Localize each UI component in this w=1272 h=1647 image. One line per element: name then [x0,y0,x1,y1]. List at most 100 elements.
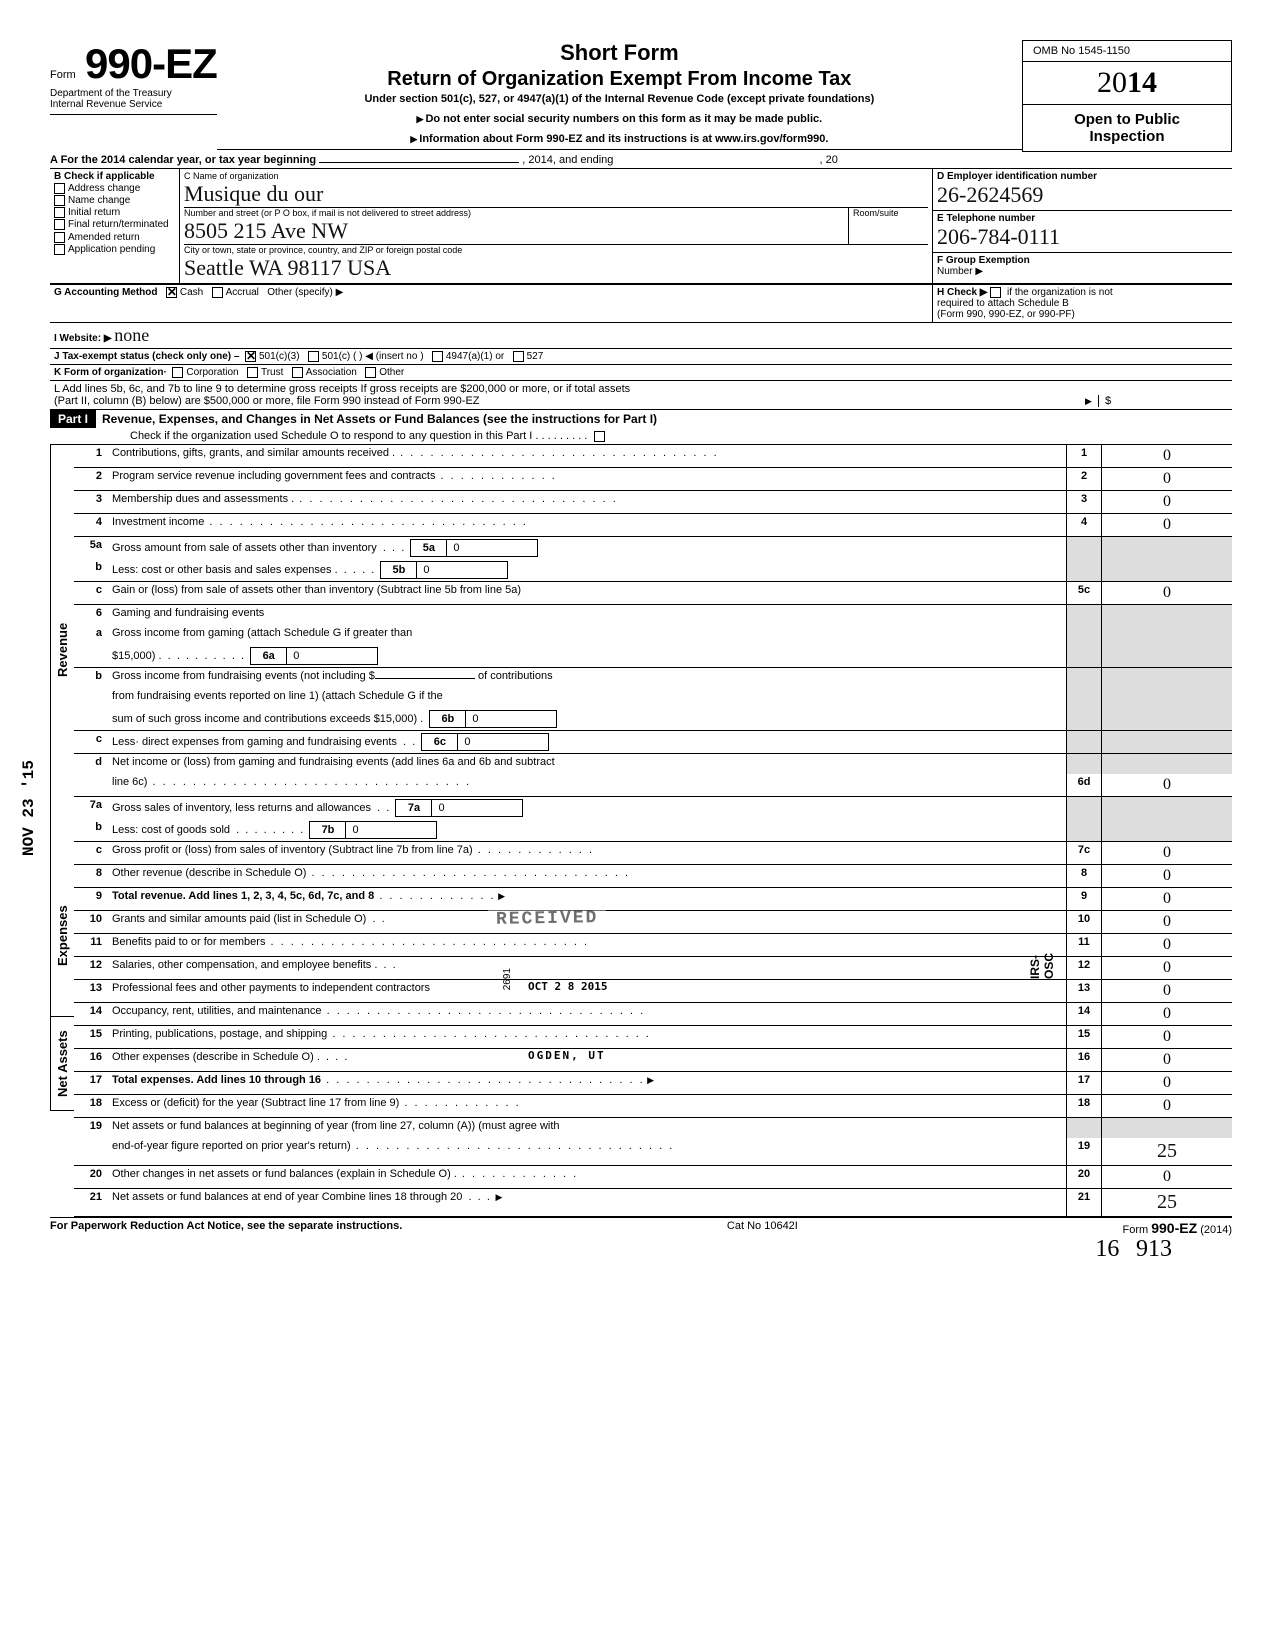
chk-cash[interactable] [166,287,177,298]
val-16[interactable]: 0 [1163,1051,1171,1068]
chk-527[interactable] [513,351,524,362]
val-11[interactable]: 0 [1163,936,1171,953]
form-page: NOV 23 '15 Form 990-EZ Department of the… [50,40,1232,1263]
val-13[interactable]: 0 [1163,982,1171,999]
val-5a[interactable]: 0 [447,540,537,556]
line-14: Occupancy, rent, utilities, and maintena… [108,1003,1066,1025]
line-7c: Gross profit or (loss) from sales of inv… [108,842,1066,864]
val-17[interactable]: 0 [1163,1074,1171,1091]
hand-note-1: 16 [1095,1236,1119,1262]
title-undersection: Under section 501(c), 527, or 4947(a)(1)… [217,93,1022,105]
chk-501c[interactable] [308,351,319,362]
line-11: Benefits paid to or for members [108,934,1066,956]
line-a: A For the 2014 calendar year, or tax yea… [50,152,1232,169]
website-value[interactable]: none [114,325,149,345]
corp-label: Corporation [186,367,238,378]
line-1: Contributions, gifts, grants, and simila… [108,445,1066,467]
val-6d[interactable]: 0 [1163,776,1171,793]
val-7c[interactable]: 0 [1163,844,1171,861]
form-prefix: Form [50,69,76,81]
val-2[interactable]: 0 [1163,470,1171,487]
chk-name[interactable] [54,195,65,206]
line-6b3: sum of such gross income and contributio… [108,708,1066,730]
val-15[interactable]: 0 [1163,1028,1171,1045]
val-6b[interactable]: 0 [466,711,556,727]
k-label: K Form of organization· [54,367,167,378]
line-6a2: $15,000) . . . . . . . . . . 6a0 [108,645,1066,667]
val-12[interactable]: 0 [1163,959,1171,976]
val-21[interactable]: 25 [1157,1191,1177,1213]
row-j: J Tax-exempt status (check only one) – 5… [50,348,1232,364]
val-6a[interactable]: 0 [287,648,377,664]
line-19b: end-of-year figure reported on prior yea… [108,1138,1066,1165]
city-value[interactable]: Seattle WA 98117 USA [184,255,928,281]
org-name-value[interactable]: Musique du our [184,181,928,207]
chk-accrual[interactable] [212,287,223,298]
val-4[interactable]: 0 [1163,516,1171,533]
addr-value[interactable]: 8505 215 Ave NW [184,218,848,244]
chk-initial-label: Initial return [68,207,120,218]
form-header: Form 990-EZ Department of the Treasury I… [50,40,1232,152]
val-6c[interactable]: 0 [458,734,548,750]
chk-initial[interactable] [54,207,65,218]
h-text4: (Form 990, 990-EZ, or 990-PF) [937,309,1075,320]
hand-note-2: 913 [1136,1236,1172,1262]
chk-501c3[interactable] [245,351,256,362]
line-17: Total expenses. Add lines 10 through 16 [108,1072,1066,1094]
footer-mid: Cat No 10642I [727,1220,798,1236]
chk-corp[interactable] [172,367,183,378]
line-13: Professional fees and other payments to … [108,980,1066,1002]
row-gh: G Accounting Method Cash Accrual Other (… [50,284,1232,322]
l-line2: (Part II, column (B) below) are $500,000… [54,395,1085,407]
open-line2: Inspection [1031,128,1223,145]
chk-trust[interactable] [247,367,258,378]
chk-schedule-o[interactable] [594,431,605,442]
part1-check-text: Check if the organization used Schedule … [130,430,587,442]
phone-value[interactable]: 206-784-0111 [937,224,1228,250]
dept-line1: Department of the Treasury [50,88,217,99]
header-right: OMB No 1545-1150 2014 Open to Public Ins… [1022,40,1232,152]
side-expenses: Expenses [50,855,74,1017]
val-1[interactable]: 0 [1163,447,1171,464]
part1-label: Part I [50,410,96,428]
chk-name-label: Name change [68,195,130,206]
chk-address[interactable] [54,183,65,194]
line-6c: Less· direct expenses from gaming and fu… [108,731,1066,753]
l-dollar: $ [1098,395,1228,407]
val-18[interactable]: 0 [1163,1097,1171,1114]
val-14[interactable]: 0 [1163,1005,1171,1022]
val-3[interactable]: 0 [1163,493,1171,510]
line-5c: Gain or (loss) from sale of assets other… [108,582,1066,604]
e-label: E Telephone number [937,213,1228,224]
val-9[interactable]: 0 [1163,890,1171,907]
val-20[interactable]: 0 [1163,1168,1171,1185]
chk-4947[interactable] [432,351,443,362]
4947-label: 4947(a)(1) or [446,351,504,362]
val-10[interactable]: 0 [1163,913,1171,930]
val-19[interactable]: 25 [1157,1140,1177,1162]
h-text2: if the organization is not [1007,287,1113,298]
val-8[interactable]: 0 [1163,867,1171,884]
line-6d2: line 6c) [108,774,1066,796]
accrual-label: Accrual [226,287,259,298]
line-19a: Net assets or fund balances at beginning… [108,1118,1066,1138]
chk-assoc[interactable] [292,367,303,378]
c-city-label: City or town, state or province, country… [184,245,928,255]
ein-value[interactable]: 26-2624569 [937,182,1228,208]
other-org-label: Other [379,367,404,378]
chk-final[interactable] [54,219,65,230]
chk-other-org[interactable] [365,367,376,378]
val-5b[interactable]: 0 [417,562,507,578]
line-6d1: Net income or (loss) from gaming and fun… [108,754,1066,774]
line-a-mid: , 2014, and ending [522,154,613,166]
title-main: Short Form [217,40,1022,66]
val-5c[interactable]: 0 [1163,584,1171,601]
val-7b[interactable]: 0 [346,822,436,838]
line-10: Grants and similar amounts paid (list in… [108,911,1066,933]
b-label: B Check if applicable [54,171,155,182]
val-7a[interactable]: 0 [432,800,522,816]
chk-amended[interactable] [54,232,65,243]
chk-h[interactable] [990,287,1001,298]
chk-pending[interactable] [54,244,65,255]
col-b: B Check if applicable Address change Nam… [50,169,180,283]
